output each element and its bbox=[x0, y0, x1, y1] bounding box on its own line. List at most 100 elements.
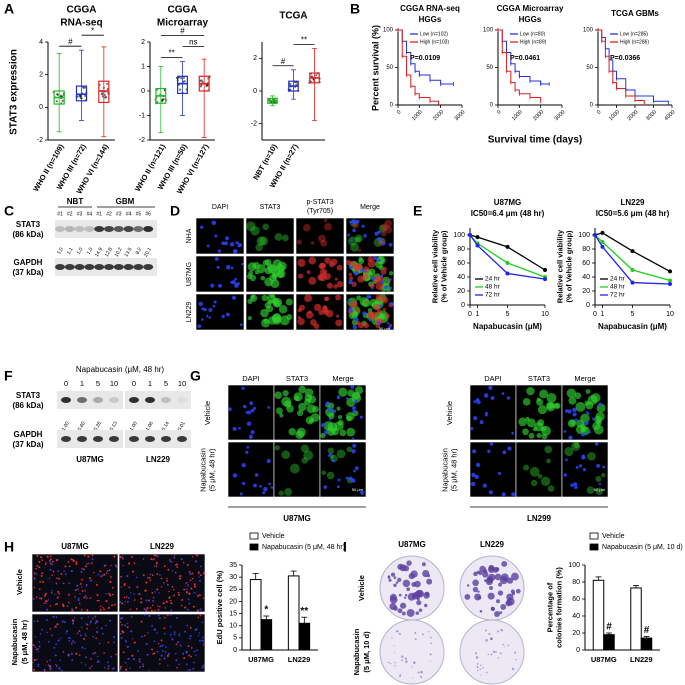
point bbox=[505, 271, 510, 276]
significance: * bbox=[91, 26, 94, 35]
image-speck bbox=[85, 584, 88, 587]
image-speck bbox=[92, 571, 95, 574]
image-speck bbox=[133, 593, 136, 595]
image-speck bbox=[176, 617, 178, 619]
image-speck bbox=[97, 573, 100, 576]
image-speck bbox=[81, 586, 83, 588]
image-speck bbox=[71, 558, 74, 561]
image-speck bbox=[336, 406, 341, 411]
image-speck bbox=[248, 270, 254, 276]
image-speck bbox=[83, 554, 86, 557]
image-speck bbox=[178, 593, 181, 596]
bar bbox=[640, 637, 653, 651]
x-tick-label: 1000 bbox=[608, 109, 621, 122]
image-speck bbox=[313, 303, 322, 312]
image-speck bbox=[62, 651, 65, 653]
legend-swatch bbox=[249, 543, 259, 551]
box bbox=[98, 80, 110, 104]
y-axis-label: colonies formation (%) bbox=[554, 567, 563, 648]
colony bbox=[429, 660, 431, 662]
row-label: Napabucasin bbox=[352, 628, 361, 675]
survival-curve bbox=[598, 29, 669, 103]
jitter-dot bbox=[100, 93, 104, 96]
image-speck bbox=[120, 636, 123, 639]
y-tick-label: 0 bbox=[461, 302, 465, 309]
image-speck bbox=[225, 236, 230, 241]
blot-band bbox=[64, 264, 75, 270]
colony bbox=[428, 631, 430, 633]
y-tick-label: 20 bbox=[457, 288, 465, 295]
micrograph bbox=[515, 441, 563, 498]
bar bbox=[298, 622, 311, 651]
x-tick-label: 0 bbox=[596, 109, 602, 115]
blot-band bbox=[94, 226, 105, 232]
image-speck bbox=[214, 234, 218, 238]
image-speck bbox=[65, 630, 68, 633]
image-speck bbox=[375, 282, 384, 291]
blot-band bbox=[84, 264, 95, 270]
colony bbox=[503, 646, 505, 648]
image-speck bbox=[360, 268, 364, 272]
image-speck bbox=[488, 490, 493, 495]
image-speck bbox=[308, 276, 317, 285]
y-tick-label: 0 bbox=[141, 88, 145, 95]
x-axis-label: Survival time (days) bbox=[488, 135, 582, 146]
image-speck bbox=[183, 657, 186, 660]
image-speck bbox=[356, 320, 361, 325]
legend-label: Low (n=102) bbox=[420, 31, 448, 37]
image-speck bbox=[80, 608, 83, 611]
point bbox=[543, 268, 547, 272]
image-speck bbox=[380, 274, 384, 278]
image-speck bbox=[354, 399, 358, 403]
jitter-dot bbox=[103, 93, 106, 97]
image-speck bbox=[147, 599, 150, 602]
colony bbox=[472, 586, 479, 593]
dose-label: 0 bbox=[132, 379, 136, 388]
image-speck bbox=[274, 233, 283, 241]
blot-band bbox=[74, 264, 85, 270]
image-speck bbox=[319, 273, 327, 282]
bar bbox=[603, 634, 615, 651]
image-speck bbox=[189, 634, 192, 638]
image-speck bbox=[200, 225, 204, 229]
image-speck bbox=[100, 627, 103, 630]
image-speck bbox=[239, 492, 243, 496]
image-speck bbox=[541, 433, 548, 440]
image-speck bbox=[540, 426, 547, 432]
panel-letter: G bbox=[190, 368, 201, 384]
image-speck bbox=[199, 608, 202, 611]
image-speck bbox=[353, 263, 361, 272]
image-speck bbox=[348, 236, 358, 246]
image-speck bbox=[253, 406, 257, 410]
image-speck bbox=[120, 586, 123, 588]
colony bbox=[395, 581, 399, 584]
image-speck bbox=[501, 392, 505, 395]
band-quant: 0.60 bbox=[77, 420, 87, 432]
image-speck bbox=[364, 300, 368, 305]
image-speck bbox=[379, 304, 383, 308]
image-speck bbox=[217, 283, 222, 288]
image-speck bbox=[107, 664, 110, 667]
image-speck bbox=[228, 407, 232, 411]
image-speck bbox=[581, 455, 586, 460]
image-speck bbox=[42, 580, 44, 583]
image-speck bbox=[38, 566, 41, 569]
cell-line-label: U87MG bbox=[76, 455, 104, 464]
image-speck bbox=[225, 312, 230, 317]
point bbox=[668, 278, 672, 283]
image-speck bbox=[377, 320, 381, 325]
image-speck bbox=[523, 464, 530, 471]
image-speck bbox=[86, 609, 89, 612]
image-speck bbox=[71, 607, 73, 610]
image-speck bbox=[164, 650, 167, 653]
image-speck bbox=[84, 633, 86, 635]
image-speck bbox=[329, 454, 334, 459]
blot-band bbox=[143, 264, 154, 270]
p-value: P=0.0461 bbox=[510, 55, 540, 62]
image-speck bbox=[60, 572, 63, 575]
image-speck bbox=[346, 427, 356, 437]
image-speck bbox=[362, 311, 367, 316]
image-speck bbox=[355, 234, 363, 243]
colony bbox=[414, 631, 417, 634]
legend-label: Napabucasin (5 μM, 10 d) bbox=[602, 544, 683, 551]
